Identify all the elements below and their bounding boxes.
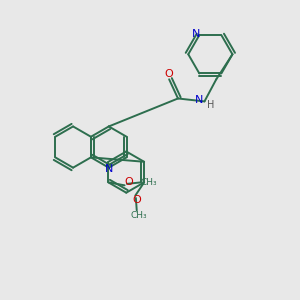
Text: O: O	[124, 177, 134, 188]
Text: CH₃: CH₃	[130, 211, 147, 220]
Text: N: N	[192, 29, 201, 39]
Text: CH₃: CH₃	[140, 178, 157, 187]
Text: H: H	[207, 100, 214, 110]
Text: N: N	[195, 95, 203, 105]
Text: N: N	[105, 164, 114, 174]
Text: O: O	[132, 195, 141, 205]
Text: O: O	[165, 69, 173, 79]
